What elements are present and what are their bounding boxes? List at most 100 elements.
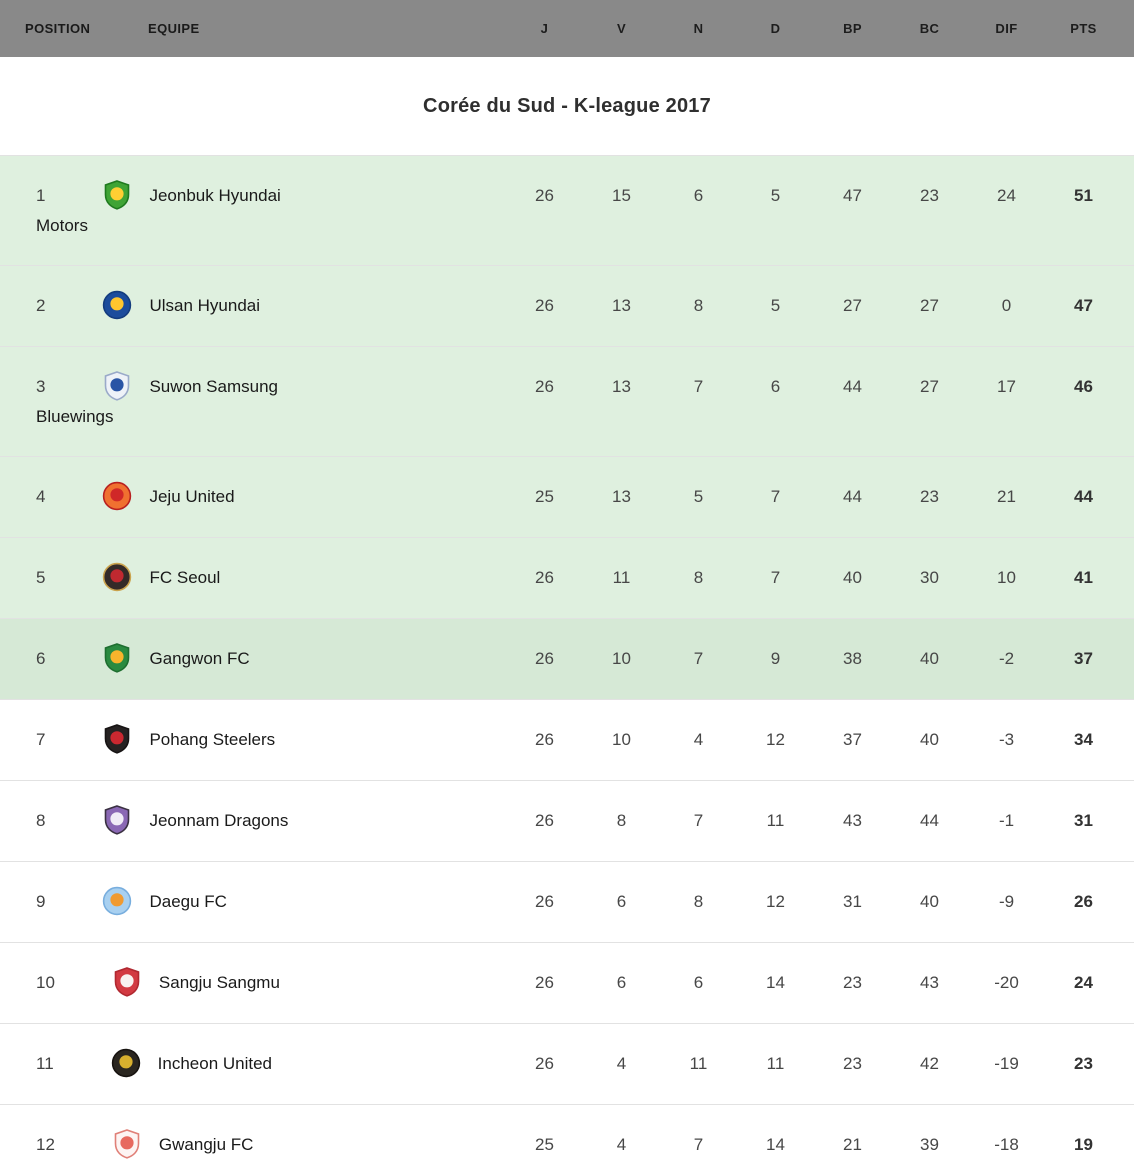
cell-pts: 31 (1074, 811, 1093, 831)
cell-bc: 42 (920, 1054, 939, 1074)
cell-pts: 23 (1074, 1054, 1093, 1074)
cell-bc: 40 (920, 649, 939, 669)
pohang-steelers-logo (101, 723, 133, 755)
cell-v: 6 (616, 892, 627, 912)
cell-n: 4 (693, 730, 704, 750)
cell-j: 26 (535, 377, 554, 397)
cell-dif: -2 (998, 649, 1015, 669)
table-row[interactable]: 8 Jeonnam Dragons 26 8 7 11 43 44 -1 31 (0, 780, 1134, 862)
cell-j: 26 (535, 1054, 554, 1074)
cell-bc: 30 (920, 568, 939, 588)
cell-bp: 44 (843, 487, 862, 507)
header-j: J (540, 21, 549, 36)
cell-bc: 44 (920, 811, 939, 831)
cell-bp: 44 (843, 377, 862, 397)
team-cell: 8 Jeonnam Dragons (0, 804, 506, 836)
cell-bc: 27 (920, 377, 939, 397)
table-row[interactable]: 9 Daegu FC 26 6 8 12 31 40 -9 26 (0, 861, 1134, 943)
team-cell: 2 Ulsan Hyundai (0, 289, 506, 321)
team-name: Incheon United (157, 1054, 273, 1074)
jeonnam-dragons-logo (101, 804, 133, 836)
cell-v: 13 (612, 296, 631, 316)
cell-n: 8 (693, 568, 704, 588)
page-title: Corée du Sud - K-league 2017 (423, 94, 711, 117)
ulsan-hyundai-logo (101, 289, 133, 321)
header-bc: BC (919, 21, 940, 36)
table-row[interactable]: 4 Jeju United 25 13 5 7 44 23 21 44 (0, 456, 1134, 538)
cell-d: 12 (766, 892, 785, 912)
cell-dif: 10 (997, 568, 1016, 588)
cell-j: 25 (535, 487, 554, 507)
cell-d: 5 (770, 186, 781, 205)
cell-v: 10 (612, 649, 631, 669)
header-position: POSITION (25, 21, 91, 36)
cell-pts: 47 (1074, 296, 1093, 316)
table-row[interactable]: 2 Ulsan Hyundai 26 13 8 5 27 27 0 47 (0, 265, 1134, 347)
cell-pts: 19 (1074, 1135, 1093, 1155)
team-name: Jeonbuk Hyundai (149, 186, 281, 205)
cell-v: 11 (612, 568, 631, 588)
table-row[interactable]: 5 FC Seoul 26 11 8 7 40 30 10 41 (0, 537, 1134, 619)
cell-bc: 23 (920, 487, 939, 507)
cell-v: 10 (612, 730, 631, 750)
cell-n: 8 (693, 296, 704, 316)
team-cell: 3 Suwon Samsung Bluewings (0, 371, 506, 431)
team-name-wrap: Bluewings (36, 407, 114, 427)
cell-d: 14 (766, 973, 785, 993)
header-team-cell: POSITION EQUIPE (0, 21, 506, 36)
cell-dif: -9 (998, 892, 1015, 912)
cell-bp: 23 (843, 1054, 862, 1074)
cell-bp: 38 (843, 649, 862, 669)
header-dif: DIF (995, 21, 1018, 36)
cell-bc: 23 (920, 186, 939, 205)
cell-j: 26 (535, 186, 554, 205)
table-row[interactable]: 11 Incheon United 26 4 11 11 23 42 -19 23 (0, 1023, 1134, 1105)
header-v: V (616, 21, 627, 36)
cell-d: 9 (770, 649, 781, 669)
team-cell: 12 Gwangju FC (0, 1128, 506, 1160)
cell-dif: -20 (994, 973, 1019, 993)
team-cell: 4 Jeju United (0, 481, 506, 512)
position-number: 10 (36, 973, 55, 993)
team-cell: 7 Pohang Steelers (0, 723, 506, 755)
position-number: 5 (36, 568, 46, 588)
daegu-fc-logo (101, 885, 133, 917)
team-name-wrap: Motors (36, 216, 88, 236)
header-n: N (693, 21, 704, 36)
position-number: 9 (36, 892, 46, 912)
cell-n: 7 (693, 377, 704, 397)
cell-dif: 21 (997, 487, 1016, 507)
cell-j: 26 (535, 892, 554, 912)
position-number: 6 (36, 649, 46, 669)
table-header-row: POSITION EQUIPE J V N D BP BC DIF PTS (0, 0, 1134, 57)
position-number: 7 (36, 730, 46, 750)
cell-v: 15 (612, 186, 631, 205)
cell-v: 13 (612, 487, 631, 507)
cell-v: 4 (616, 1135, 627, 1155)
table-row[interactable]: 1 Jeonbuk Hyundai Motors 26 15 6 5 47 23 … (0, 155, 1134, 266)
table-row[interactable]: 10 Sangju Sangmu 26 6 6 14 23 43 -20 24 (0, 942, 1134, 1024)
gwangju-fc-logo (111, 1128, 143, 1160)
table-row[interactable]: 3 Suwon Samsung Bluewings 26 13 7 6 44 27… (0, 346, 1134, 457)
cell-n: 11 (689, 1054, 708, 1074)
cell-pts: 24 (1074, 973, 1093, 993)
cell-d: 11 (766, 1054, 785, 1074)
cell-bc: 27 (920, 296, 939, 316)
cell-v: 4 (616, 1054, 627, 1074)
table-row[interactable]: 7 Pohang Steelers 26 10 4 12 37 40 -3 34 (0, 699, 1134, 781)
cell-dif: -1 (998, 811, 1015, 831)
cell-n: 8 (693, 892, 704, 912)
cell-dif: -19 (994, 1054, 1019, 1074)
cell-n: 7 (693, 649, 704, 669)
team-name: Jeju United (149, 487, 235, 507)
cell-n: 5 (693, 487, 704, 507)
cell-n: 6 (693, 186, 704, 205)
cell-bc: 43 (920, 973, 939, 993)
cell-j: 25 (535, 1135, 554, 1155)
table-row[interactable]: 12 Gwangju FC 25 4 7 14 21 39 -18 19 (0, 1104, 1134, 1170)
team-cell: 5 FC Seoul (0, 562, 506, 593)
team-name: Suwon Samsung (149, 377, 278, 397)
table-row[interactable]: 6 Gangwon FC 26 10 7 9 38 40 -2 37 (0, 618, 1134, 700)
cell-j: 26 (535, 296, 554, 316)
